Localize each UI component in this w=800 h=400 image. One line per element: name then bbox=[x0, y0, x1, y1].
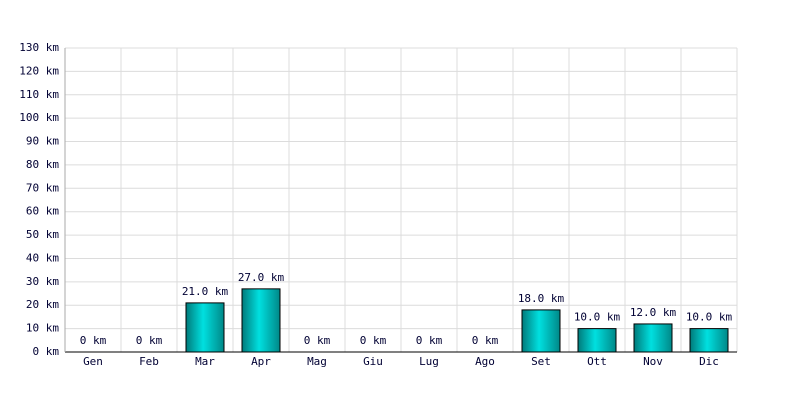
y-tick-label: 130 km bbox=[19, 41, 59, 54]
x-tick-label: Giu bbox=[363, 355, 383, 368]
y-tick-label: 30 km bbox=[26, 275, 59, 288]
value-label: 27.0 km bbox=[238, 271, 285, 284]
x-tick-label: Nov bbox=[643, 355, 663, 368]
bar bbox=[521, 309, 561, 353]
y-tick-label: 60 km bbox=[26, 205, 59, 218]
y-tick-label: 70 km bbox=[26, 181, 59, 194]
y-tick-label: 0 km bbox=[33, 345, 60, 358]
y-tick-label: 50 km bbox=[26, 228, 59, 241]
x-tick-label: Ago bbox=[475, 355, 495, 368]
value-label: 0 km bbox=[304, 334, 331, 347]
value-label: 18.0 km bbox=[518, 292, 565, 305]
y-tick-label: 10 km bbox=[26, 322, 59, 335]
x-tick-label: Set bbox=[531, 355, 551, 368]
y-tick-label: 20 km bbox=[26, 298, 59, 311]
x-tick-label: Gen bbox=[83, 355, 103, 368]
x-tick-label: Mag bbox=[307, 355, 327, 368]
value-label: 21.0 km bbox=[182, 285, 229, 298]
y-tick-label: 120 km bbox=[19, 64, 59, 77]
value-label: 0 km bbox=[472, 334, 499, 347]
bar bbox=[185, 302, 225, 353]
x-tick-label: Feb bbox=[139, 355, 159, 368]
x-tick-label: Lug bbox=[419, 355, 439, 368]
value-label: 0 km bbox=[80, 334, 107, 347]
bar bbox=[633, 323, 673, 353]
value-label: 0 km bbox=[416, 334, 443, 347]
x-tick-label: Mar bbox=[195, 355, 215, 368]
y-tick-label: 100 km bbox=[19, 111, 59, 124]
value-label: 0 km bbox=[136, 334, 163, 347]
bar bbox=[241, 288, 281, 353]
y-tick-label: 40 km bbox=[26, 251, 59, 264]
y-tick-label: 90 km bbox=[26, 135, 59, 148]
value-label: 10.0 km bbox=[574, 311, 621, 324]
y-tick-label: 110 km bbox=[19, 88, 59, 101]
value-label: 10.0 km bbox=[686, 311, 733, 324]
x-tick-label: Apr bbox=[251, 355, 271, 368]
bar bbox=[577, 328, 617, 353]
bar bbox=[689, 328, 729, 353]
value-label: 0 km bbox=[360, 334, 387, 347]
x-tick-label: Ott bbox=[587, 355, 607, 368]
value-label: 12.0 km bbox=[630, 306, 677, 319]
y-tick-label: 80 km bbox=[26, 158, 59, 171]
x-tick-label: Dic bbox=[699, 355, 719, 368]
